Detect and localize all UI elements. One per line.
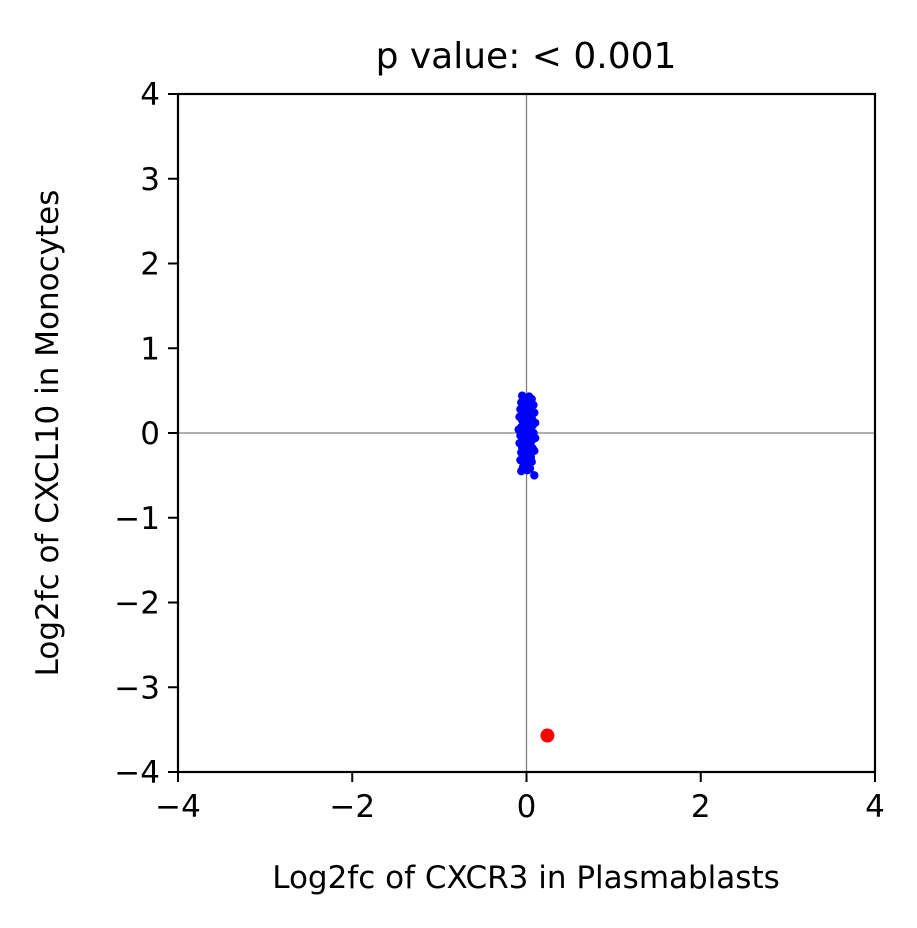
y-tick-label: −4 bbox=[114, 755, 160, 791]
data-point bbox=[524, 437, 533, 446]
data-point bbox=[530, 471, 539, 480]
x-tick-label: 0 bbox=[517, 789, 537, 825]
x-tick-label: −2 bbox=[329, 789, 375, 825]
data-points bbox=[514, 391, 555, 743]
x-tick-label: −4 bbox=[155, 789, 201, 825]
y-tick-label: 3 bbox=[140, 162, 160, 198]
data-point bbox=[523, 466, 532, 475]
chart-title: p value: < 0.001 bbox=[376, 36, 677, 77]
y-tick-label: 0 bbox=[140, 416, 160, 452]
outlier-point bbox=[540, 728, 555, 743]
y-axis-label: Log2fc of CXCL10 in Monocytes bbox=[30, 190, 66, 677]
y-tick-label: −2 bbox=[114, 586, 160, 622]
x-axis-ticks: −4 −2 0 2 4 bbox=[155, 772, 885, 825]
y-tick-label: 2 bbox=[140, 247, 160, 283]
x-axis-label: Log2fc of CXCR3 in Plasmablasts bbox=[272, 860, 780, 896]
y-axis-ticks: −4 −3 −2 −1 0 1 2 3 4 bbox=[114, 77, 178, 791]
y-tick-label: 1 bbox=[140, 331, 160, 367]
y-tick-label: −1 bbox=[114, 501, 160, 537]
x-tick-label: 2 bbox=[691, 789, 711, 825]
data-point bbox=[520, 424, 529, 433]
x-tick-label: 4 bbox=[865, 789, 885, 825]
y-tick-label: 4 bbox=[140, 77, 160, 113]
y-tick-label: −3 bbox=[114, 670, 160, 706]
